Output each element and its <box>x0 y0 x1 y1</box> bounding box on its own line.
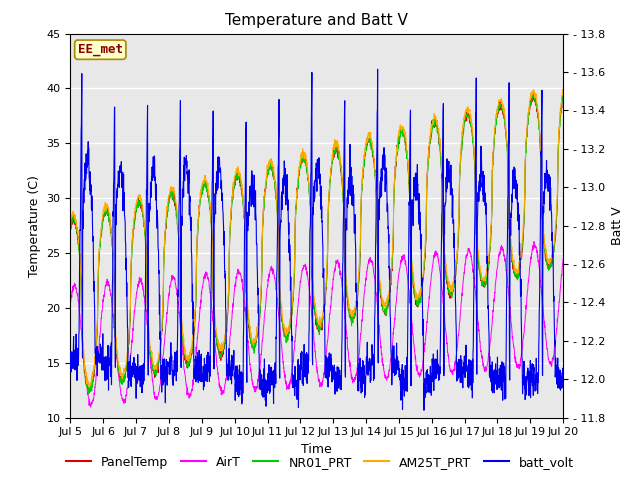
PanelTemp <box>460 124 468 130</box>
PanelTemp <box>530 93 538 99</box>
AirT <box>204 276 212 281</box>
PanelTemp <box>516 263 524 268</box>
Legend: PanelTemp, AirT, NR01_PRT, AM25T_PRT, batt_volt: PanelTemp, AirT, NR01_PRT, AM25T_PRT, ba… <box>61 451 579 474</box>
batt_volt <box>460 360 468 365</box>
AirT <box>331 266 339 272</box>
batt_volt <box>341 368 349 374</box>
PanelTemp <box>559 94 567 100</box>
NR01_PRT <box>559 93 567 98</box>
AM25T_PRT <box>559 86 566 92</box>
batt_volt <box>420 408 428 413</box>
AM25T_PRT <box>85 384 93 390</box>
PanelTemp <box>331 149 339 155</box>
batt_volt <box>67 349 74 355</box>
PanelTemp <box>529 91 536 96</box>
NR01_PRT <box>342 271 349 277</box>
batt_volt <box>331 365 339 371</box>
AirT <box>460 274 468 280</box>
PanelTemp <box>67 220 74 226</box>
AirT <box>559 255 567 261</box>
Line: batt_volt: batt_volt <box>70 69 563 410</box>
NR01_PRT <box>529 90 537 96</box>
AM25T_PRT <box>342 263 349 269</box>
PanelTemp <box>204 194 212 200</box>
Line: NR01_PRT: NR01_PRT <box>70 93 563 394</box>
AirT <box>87 404 95 410</box>
NR01_PRT <box>67 225 74 230</box>
AirT <box>67 299 74 305</box>
NR01_PRT <box>85 391 93 396</box>
batt_volt <box>374 66 381 72</box>
Line: AM25T_PRT: AM25T_PRT <box>70 89 563 387</box>
AM25T_PRT <box>460 116 468 122</box>
AirT <box>530 239 538 244</box>
AM25T_PRT <box>559 89 567 95</box>
batt_volt <box>204 355 212 360</box>
Y-axis label: Batt V: Batt V <box>611 206 624 245</box>
batt_volt <box>559 371 567 376</box>
AirT <box>530 243 538 249</box>
AM25T_PRT <box>530 87 538 93</box>
PanelTemp <box>342 275 349 280</box>
AM25T_PRT <box>204 185 212 191</box>
NR01_PRT <box>204 194 212 200</box>
NR01_PRT <box>516 264 524 270</box>
AM25T_PRT <box>516 260 524 265</box>
PanelTemp <box>84 391 92 396</box>
AirT <box>342 316 349 322</box>
Y-axis label: Temperature (C): Temperature (C) <box>28 175 41 276</box>
NR01_PRT <box>331 146 339 152</box>
X-axis label: Time: Time <box>301 443 332 456</box>
Line: PanelTemp: PanelTemp <box>70 94 563 394</box>
batt_volt <box>516 256 524 262</box>
Line: AirT: AirT <box>70 241 563 407</box>
Text: EE_met: EE_met <box>78 43 123 56</box>
NR01_PRT <box>530 94 538 99</box>
batt_volt <box>530 368 538 373</box>
AM25T_PRT <box>331 141 339 146</box>
AirT <box>516 361 524 367</box>
AM25T_PRT <box>67 217 74 223</box>
Title: Temperature and Batt V: Temperature and Batt V <box>225 13 408 28</box>
NR01_PRT <box>460 129 468 134</box>
